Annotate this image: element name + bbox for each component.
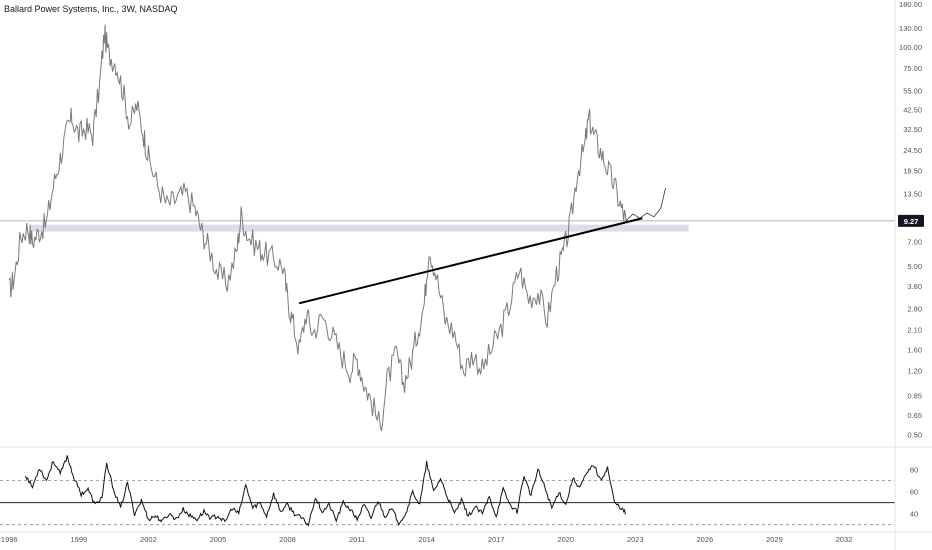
price-tick-label: 42.50 (903, 106, 922, 115)
time-tick-label: 1999 (70, 535, 87, 544)
price-tick-label: 75.00 (903, 64, 922, 73)
price-tick-label: 130.00 (899, 24, 922, 33)
price-tick-label: 1.20 (907, 366, 922, 375)
price-tick-label: 32.50 (903, 125, 922, 134)
price-tick-label: 3.80 (907, 282, 922, 291)
price-tick-label: 2.80 (907, 304, 922, 313)
projection-path (625, 188, 666, 222)
time-tick-label: 2029 (766, 535, 783, 544)
support-zone (30, 224, 689, 232)
price-tick-label: 13.50 (903, 189, 922, 198)
price-tick-label: 180.00 (899, 0, 922, 9)
oscillator-tick-label: 40 (910, 510, 918, 519)
price-tick-label: 18.50 (903, 166, 922, 175)
time-tick-label: 2023 (627, 535, 644, 544)
oscillator-series (25, 455, 626, 527)
price-tick-label: 5.00 (907, 262, 922, 271)
time-tick-label: 2017 (488, 535, 505, 544)
time-tick-label: 2014 (418, 535, 435, 544)
oscillator-tick-label: 80 (910, 466, 918, 475)
price-tick-label: 0.85 (907, 392, 922, 401)
time-tick-label: 2020 (557, 535, 574, 544)
time-tick-label: 2032 (836, 535, 853, 544)
time-tick-label: 2011 (349, 535, 365, 544)
last-price-tag: 9.27 (898, 214, 924, 227)
time-tick-label: 1996 (1, 535, 18, 544)
price-tick-label: 100.00 (899, 43, 922, 52)
price-panel[interactable] (0, 24, 895, 432)
price-tick-label: 0.50 (907, 430, 922, 439)
last-price-label: 9.27 (904, 217, 919, 226)
oscillator-tick-label: 60 (910, 488, 918, 497)
price-tick-label: 24.50 (903, 146, 922, 155)
trendline (298, 217, 643, 305)
last-price-tag-bg (898, 214, 924, 227)
oscillator-panel[interactable] (0, 455, 895, 527)
price-tick-label: 7.00 (907, 237, 922, 246)
price-tick-label: 0.65 (907, 411, 922, 420)
chart-title: Ballard Power Systems, Inc., 3W, NASDAQ (4, 4, 178, 14)
time-tick-label: 2005 (210, 535, 227, 544)
price-series (8, 24, 627, 432)
price-tick-label: 1.60 (907, 345, 922, 354)
price-tick-label: 55.00 (903, 87, 922, 96)
time-tick-label: 2002 (140, 535, 157, 544)
time-tick-label: 2026 (697, 535, 714, 544)
price-tick-label: 2.10 (907, 325, 922, 334)
time-tick-label: 2008 (279, 535, 296, 544)
